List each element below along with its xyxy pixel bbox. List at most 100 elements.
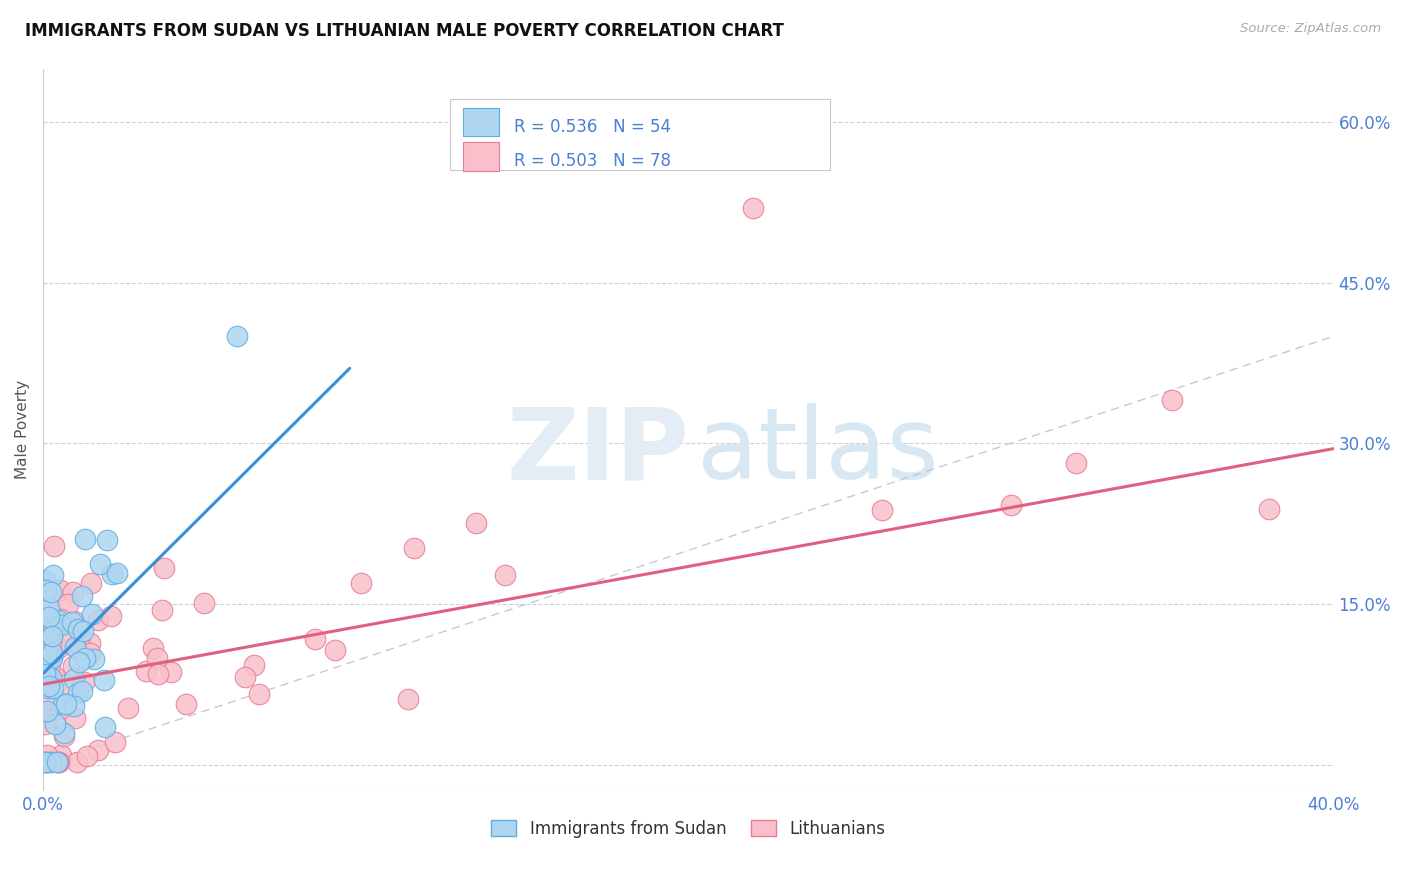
Point — [37, 679, 59, 693]
Point — [51, 678, 73, 692]
FancyBboxPatch shape — [450, 99, 831, 169]
Point — [44, 669, 66, 683]
Point — [35, 663, 58, 677]
Point — [55, 698, 77, 712]
Point — [75, 532, 97, 546]
Point — [41, 584, 63, 599]
Point — [105, 566, 128, 580]
Point — [39, 671, 62, 685]
Text: ZIP: ZIP — [506, 403, 689, 500]
Point — [38, 620, 60, 634]
Text: atlas: atlas — [696, 403, 938, 500]
Point — [42, 624, 65, 639]
Point — [89, 557, 111, 571]
Point — [37, 676, 59, 690]
Point — [34, 609, 56, 624]
Point — [66, 686, 89, 700]
Point — [63, 640, 86, 655]
Point — [35, 582, 58, 597]
Point — [174, 697, 197, 711]
Point — [63, 639, 86, 653]
Point — [67, 631, 90, 645]
Point — [72, 624, 94, 638]
Point — [79, 576, 101, 591]
Point — [42, 681, 65, 695]
Point — [34, 573, 56, 587]
Point — [100, 608, 122, 623]
Point — [146, 666, 169, 681]
Point — [66, 756, 89, 770]
Point — [70, 683, 93, 698]
Point — [247, 687, 270, 701]
Point — [70, 590, 93, 604]
Point — [46, 756, 69, 770]
Point — [1258, 501, 1281, 516]
Point — [42, 539, 65, 553]
Point — [46, 613, 69, 627]
Point — [350, 576, 373, 591]
Point — [55, 635, 77, 649]
Point — [135, 665, 157, 679]
Point — [93, 673, 115, 687]
Point — [1064, 456, 1087, 470]
Point — [465, 516, 488, 531]
Point — [34, 649, 56, 664]
Point — [150, 603, 173, 617]
Point — [46, 756, 69, 770]
Point — [62, 585, 84, 599]
Point — [35, 705, 58, 719]
Text: IMMIGRANTS FROM SUDAN VS LITHUANIAN MALE POVERTY CORRELATION CHART: IMMIGRANTS FROM SUDAN VS LITHUANIAN MALE… — [25, 22, 785, 40]
Point — [35, 756, 58, 770]
Point — [49, 618, 72, 632]
Point — [34, 693, 56, 707]
Text: Source: ZipAtlas.com: Source: ZipAtlas.com — [1240, 22, 1381, 36]
Point — [41, 646, 63, 660]
Point — [323, 643, 346, 657]
Point — [76, 749, 98, 764]
Point — [34, 667, 56, 681]
Point — [37, 705, 59, 719]
Point — [225, 329, 247, 343]
Point — [44, 717, 66, 731]
Point — [94, 720, 117, 734]
Point — [52, 698, 75, 712]
Point — [35, 711, 58, 725]
Point — [243, 657, 266, 672]
Point — [193, 596, 215, 610]
Point — [37, 756, 59, 770]
Point — [66, 622, 89, 636]
Point — [53, 729, 76, 743]
Point — [35, 714, 58, 728]
Point — [34, 661, 56, 675]
Point — [51, 748, 73, 763]
Point — [38, 610, 60, 624]
Point — [35, 647, 58, 661]
Point — [37, 681, 59, 696]
Point — [53, 696, 76, 710]
Text: R = 0.503   N = 78: R = 0.503 N = 78 — [515, 153, 671, 170]
Point — [79, 646, 101, 660]
Point — [39, 756, 62, 770]
Point — [82, 607, 104, 621]
Bar — [463, 108, 499, 136]
Point — [34, 670, 56, 684]
Point — [494, 568, 516, 582]
Point — [41, 650, 63, 665]
Point — [87, 613, 110, 627]
Point — [35, 747, 58, 762]
Point — [742, 201, 765, 215]
Point — [79, 636, 101, 650]
Point — [69, 637, 91, 651]
Point — [1161, 392, 1184, 407]
Point — [42, 567, 65, 582]
Point — [34, 756, 56, 770]
Point — [62, 615, 84, 630]
Point — [34, 756, 56, 770]
Point — [63, 614, 86, 628]
Point — [41, 649, 63, 664]
Point — [56, 597, 79, 611]
Point — [73, 651, 96, 665]
Point — [142, 641, 165, 656]
Point — [38, 601, 60, 615]
Point — [63, 673, 86, 687]
